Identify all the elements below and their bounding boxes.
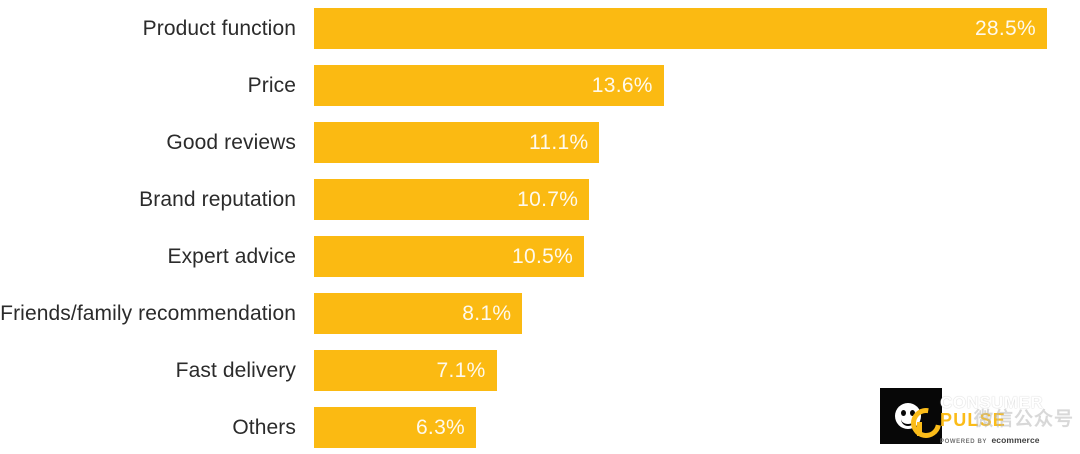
bar-track: 11.1% [314,122,1080,163]
logo-word-consumer: CONSUMER [940,393,1044,412]
bar-value-label: 10.7% [517,187,579,211]
face-circle [895,403,921,429]
bar-track: 8.1% [314,293,1080,334]
bar-value-label: 13.6% [591,73,653,97]
category-label: Brand reputation [139,188,296,211]
bar-value-label: 6.3% [415,415,466,439]
bar-fill[interactable]: 10.7% [314,179,590,220]
bar-track: 10.5% [314,236,1080,277]
category-label: Product function [142,17,296,40]
bar-fill[interactable]: 13.6% [314,65,664,106]
bar-track: 7.1% [314,350,1080,391]
bar-fill[interactable]: 8.1% [314,293,523,334]
bar-track: 28.5% [314,8,1080,49]
eye-left-icon [901,410,906,416]
c-letter-tail-icon [917,422,922,436]
bar-fill[interactable]: 28.5% [314,8,1047,49]
eye-right-icon [910,410,915,416]
bar-fill[interactable]: 11.1% [314,122,600,163]
smile-icon [901,416,915,426]
bar-row: Good reviews 11.1% [0,122,1080,163]
bar-fill[interactable]: 7.1% [314,350,497,391]
bar-fill[interactable]: 6.3% [314,407,477,448]
category-label: Price [247,74,296,97]
logo-provider-text: ecommerce [991,435,1040,445]
logo-word-pulse: PULSE [940,410,1007,430]
bar-track: 13.6% [314,65,1080,106]
bar-row: Product function 28.5% [0,8,1080,49]
logo-powered-by-line: POWERED BY ecommerce [940,430,1072,448]
bar-track: 6.3% [314,407,1080,448]
bar-row: Price 13.6% [0,65,1080,106]
bar-value-label: 7.1% [436,358,486,382]
bar-track: 10.7% [314,179,1080,220]
bar-value-label: 8.1% [462,301,512,325]
consumer-pulse-logo: CONSUMER PULSE POWERED BY ecommerce [876,386,1072,448]
bar-row: Others 6.3% [0,407,1080,448]
bar-fill[interactable]: 10.5% [314,236,585,277]
logo-wordmark: CONSUMER PULSE POWERED BY ecommerce [940,394,1072,448]
category-label: Friends/family recommendation [0,302,296,325]
bar-value-label: 11.1% [528,130,589,154]
category-label: Others [232,416,296,439]
category-label: Expert advice [167,245,296,268]
bar-row: Brand reputation 10.7% [0,179,1080,220]
bar-row: Friends/family recommendation 8.1% [0,293,1080,334]
bar-row: Fast delivery 7.1% [0,350,1080,391]
bar-row: Expert advice 10.5% [0,236,1080,277]
bar-value-label: 10.5% [512,244,574,268]
smiley-face-icon [886,392,947,444]
category-label: Good reviews [166,131,296,154]
logo-powered-by-text: POWERED BY [940,439,988,445]
bar-value-label: 28.5% [974,16,1036,40]
category-label: Fast delivery [175,359,296,382]
